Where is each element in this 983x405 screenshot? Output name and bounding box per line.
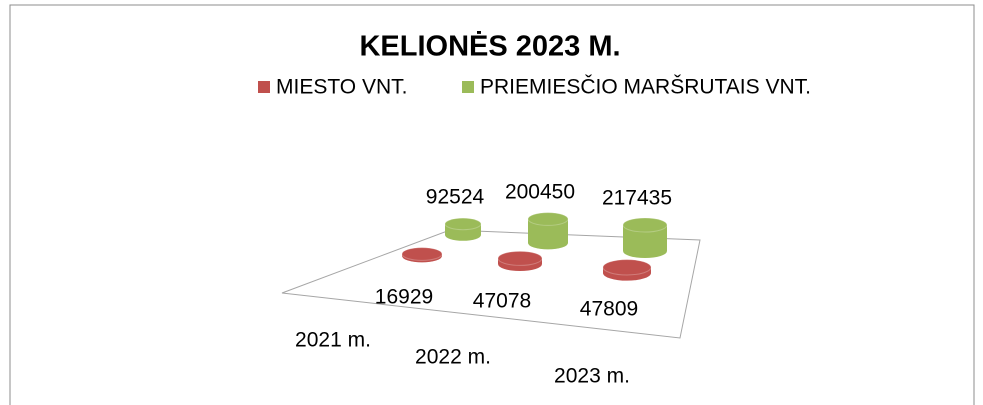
legend-label: MIESTO VNT.	[276, 76, 407, 99]
cylinder-body	[623, 225, 667, 259]
cylinder-top	[444, 217, 482, 231]
legend-label: PRIEMIESČIO MARŠRUTAIS VNT.	[480, 76, 811, 99]
data-label: 200450	[505, 181, 575, 204]
floor	[281, 229, 701, 339]
data-label: 217435	[602, 187, 672, 210]
cylinder-top	[401, 247, 443, 261]
legend-swatch	[462, 81, 474, 93]
data-label: 47078	[473, 290, 531, 313]
chart-title: KELIONĖS 2023 M.	[359, 31, 620, 63]
cylinder-top	[602, 259, 652, 276]
x-tick-label: 2021 m.	[295, 329, 371, 352]
data-label: 16929	[375, 286, 433, 309]
cylinder-top	[622, 217, 668, 233]
cylinder-top	[497, 250, 543, 266]
x-tick-label: 2022 m.	[415, 346, 491, 369]
cylinder-body	[528, 219, 568, 250]
data-label: 47809	[580, 298, 638, 321]
legend-swatch	[258, 81, 270, 93]
data-label: 92524	[426, 185, 485, 208]
x-tick-label: 2023 m.	[554, 365, 630, 388]
cylinder-top	[527, 212, 569, 226]
chart-border	[9, 4, 975, 405]
